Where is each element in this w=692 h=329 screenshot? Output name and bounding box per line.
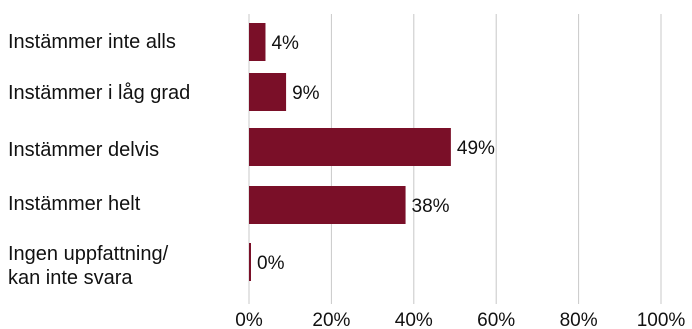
data-label: 9% bbox=[292, 83, 320, 104]
category-label: Instämmer i låg grad bbox=[8, 82, 191, 104]
bar bbox=[249, 23, 266, 61]
category-label: Instämmer delvis bbox=[8, 139, 160, 161]
bar bbox=[249, 128, 451, 166]
x-tick-label: 80% bbox=[560, 310, 598, 329]
data-label: 4% bbox=[271, 33, 299, 54]
x-tick-label: 20% bbox=[312, 310, 350, 329]
bar bbox=[249, 243, 251, 281]
bar bbox=[249, 73, 287, 111]
x-tick-label: 0% bbox=[235, 310, 263, 329]
category-label: Ingen uppfattning/ kan inte svara bbox=[8, 243, 169, 289]
x-tick-label: 100% bbox=[637, 310, 686, 329]
x-axis-ticks: 0% 20% 40% 60% 80% 100% bbox=[235, 310, 685, 329]
value-labels: 4% 9% 49% 38% 0% bbox=[257, 33, 495, 274]
data-label: 38% bbox=[412, 196, 450, 217]
x-tick-label: 40% bbox=[395, 310, 433, 329]
data-label: 49% bbox=[457, 138, 495, 159]
x-tick-label: 60% bbox=[477, 310, 515, 329]
bar bbox=[249, 186, 406, 224]
bars bbox=[249, 23, 451, 281]
data-label: 0% bbox=[257, 253, 285, 274]
category-label: Instämmer helt bbox=[8, 193, 141, 215]
category-label: Instämmer inte alls bbox=[8, 31, 176, 53]
